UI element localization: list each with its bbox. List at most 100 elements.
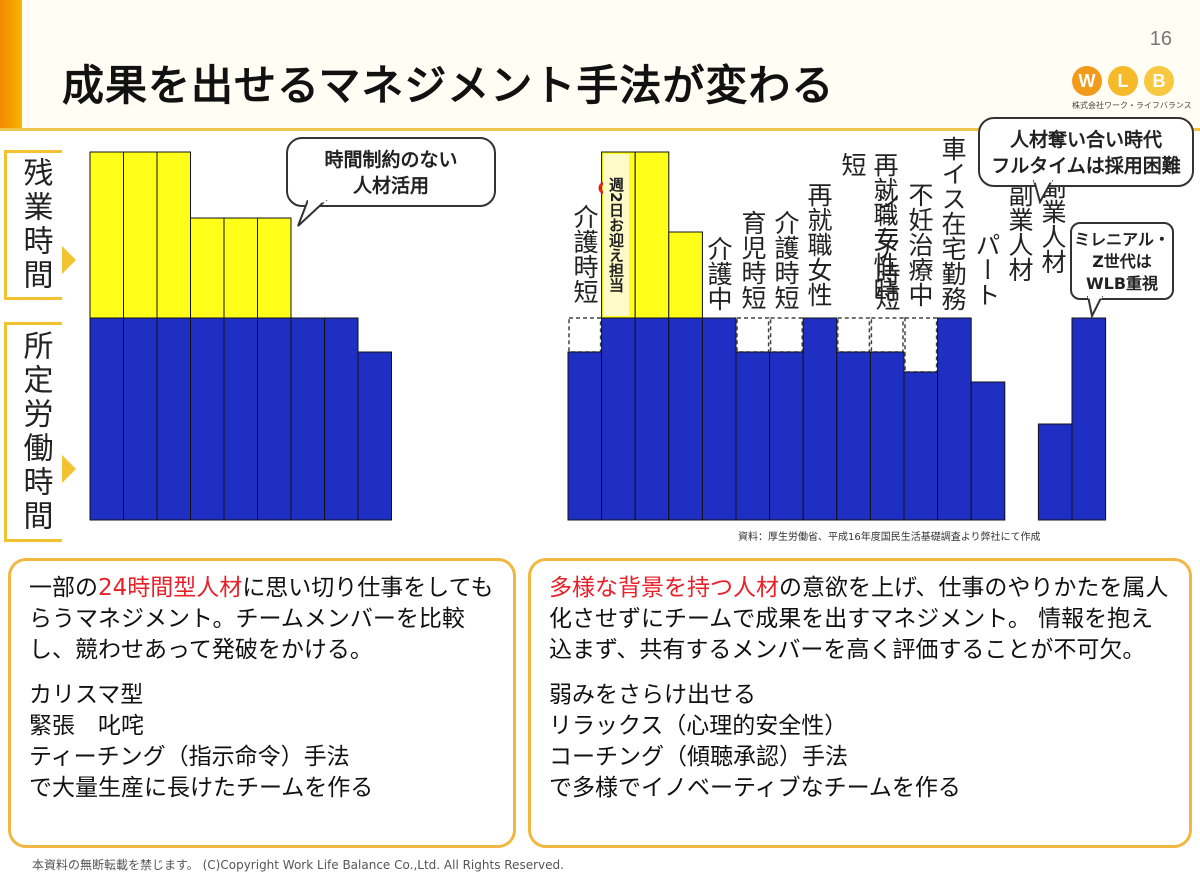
left-regular-bar <box>156 317 191 521</box>
logo-letter: B <box>1144 66 1174 96</box>
overtime-label: 残業時間 <box>4 150 62 300</box>
right-regular-bar <box>701 317 737 521</box>
right-chart <box>567 151 1107 521</box>
reduced-hours-gap <box>568 317 602 353</box>
left-regular-bar <box>123 317 158 521</box>
header-accent-bar <box>0 0 22 128</box>
intro-text: に思い切り仕事をしてもらうマネジメント。チームメンバーを比較し、競わせあって発破… <box>29 575 494 663</box>
right-regular-bar <box>1071 317 1107 521</box>
callout-tail <box>1032 180 1054 204</box>
bar-label-care-shorttime: 介護時短 <box>570 204 599 304</box>
left-overtime-bar <box>223 217 258 319</box>
reduced-hours-gap <box>769 317 803 353</box>
logo-subtitle: 株式会社ワーク・ライフバランス <box>1072 101 1192 110</box>
left-regular-bar <box>257 317 292 521</box>
left-regular-bar <box>324 317 359 521</box>
bar-label-side-job: 副業人材 <box>1005 182 1034 282</box>
diverse-intro: 多様な背景を持つ人材の意欲を上げ、仕事のやりかたを属人化させずにチームで成果を出… <box>549 573 1171 666</box>
right-chart-labels: 介護時短 週2日お迎え担当 介護中 育児時短 介護時短 再就職女性 再就職女性時… <box>568 136 1108 322</box>
traditional-intro: 一部の24時間型人材に思い切り仕事をしてもらうマネジメント。チームメンバーを比較… <box>29 573 495 666</box>
header-divider <box>0 128 1200 131</box>
talent-war-callout: 人材奪い合い時代 フルタイムは採用困難 <box>978 117 1194 187</box>
copyright-footer: 本資料の無断転載を禁じます。 (C)Copyright Work Life Ba… <box>32 858 564 872</box>
callout-line: Z世代は <box>1092 252 1152 271</box>
reduced-hours-gap <box>736 317 770 353</box>
page-number: 16 <box>1149 28 1172 50</box>
left-chart <box>89 151 392 521</box>
point-item: で大量生産に長けたチームを作る <box>29 775 374 801</box>
callout-line: 人材奪い合い時代 <box>1009 129 1162 151</box>
left-overtime-bar <box>89 151 124 319</box>
company-logo: W L B 株式会社ワーク・ライフバランス <box>1072 66 1192 114</box>
bar-label-caregiving: 介護中 <box>704 236 733 311</box>
left-overtime-bar <box>156 151 191 319</box>
intro-highlight: 24時間型人材 <box>98 575 243 601</box>
left-regular-bar <box>290 317 325 521</box>
right-regular-bar <box>903 371 939 521</box>
callout-line: WLB重視 <box>1085 274 1159 293</box>
bar-label-reemployed-short: 再就職女性時短 <box>838 152 899 302</box>
point-item: 弱みをさらけ出せる <box>549 682 756 708</box>
right-overtime-bar <box>634 151 670 319</box>
bar-label-fertility: 不妊治療中 <box>905 182 934 307</box>
bar-label-pickup: 週2日お迎え担当 <box>603 154 629 316</box>
bar-label-care-shorttime-2: 介護時短 <box>771 210 800 310</box>
left-overtime-bar <box>190 217 225 319</box>
point-item: 緊張 叱咤 <box>29 713 144 739</box>
left-overtime-bar <box>257 217 292 319</box>
right-regular-bar <box>970 381 1006 521</box>
callout-line: 時間制約のない <box>324 149 458 171</box>
reduced-hours-gap <box>904 317 938 373</box>
callout-tail <box>297 200 328 227</box>
bar-label-reemployed: 再就職女性 <box>804 182 833 307</box>
data-source-note: 資料：厚生労働省、平成16年度国民生活基礎調査より弊社にて作成 <box>738 532 1041 543</box>
bar-label-wheelchair: 車イス在宅勤務 <box>938 136 967 311</box>
right-regular-bar <box>802 317 838 521</box>
right-overtime-bar <box>668 231 703 319</box>
logo-letter: W <box>1072 66 1102 96</box>
right-regular-bar <box>668 317 703 521</box>
left-regular-bar <box>89 317 124 521</box>
right-regular-bar <box>601 317 636 521</box>
left-chart-callout: 時間制約のない 人材活用 <box>286 137 496 207</box>
bar-label-parttime: パート <box>972 232 1001 307</box>
point-item: ティーチング（指示命令）手法 <box>29 744 350 770</box>
header-background <box>22 0 1200 128</box>
left-regular-bar <box>190 317 225 521</box>
right-regular-bar <box>735 351 771 521</box>
callout-line: フルタイムは採用困難 <box>991 155 1181 177</box>
right-regular-bar <box>769 351 804 521</box>
point-item: コーチング（傾聴承認）手法 <box>549 744 848 770</box>
point-item: で多様でイノベーティブなチームを作る <box>549 775 961 801</box>
logo-letter: L <box>1108 66 1138 96</box>
intro-text: 一部の <box>29 575 98 601</box>
reduced-hours-gap <box>870 317 904 353</box>
reduced-hours-gap <box>837 317 871 353</box>
point-item: リラックス（心理的安全性） <box>549 713 848 739</box>
regular-hours-label: 所定労働時間 <box>4 322 62 542</box>
traditional-management-box: 一部の24時間型人材に思い切り仕事をしてもらうマネジメント。チームメンバーを比較… <box>8 558 516 848</box>
point-item: カリスマ型 <box>29 682 144 708</box>
callout-line: ミレニアル・ <box>1074 230 1170 249</box>
diverse-management-box: 多様な背景を持つ人材の意欲を上げ、仕事のやりかたを属人化させずにチームで成果を出… <box>528 558 1192 848</box>
intro-highlight: 多様な背景を持つ人材 <box>549 575 779 601</box>
right-regular-bar <box>937 317 972 521</box>
right-regular-bar <box>567 351 603 521</box>
right-regular-bar <box>869 351 905 521</box>
overtime-arrow <box>62 246 76 274</box>
bar-label-childcare: 育児時短 <box>738 210 767 310</box>
page-title: 成果を出せるマネジメント手法が変わる <box>62 61 835 110</box>
millennial-callout: ミレニアル・ Z世代は WLB重視 <box>1070 222 1174 300</box>
left-regular-bar <box>357 351 392 521</box>
intro-text: の意欲を上げ、仕事のやりかたを属人化させずにチームで成果を出すマネジメント。 情… <box>549 575 1169 663</box>
left-regular-bar <box>223 317 258 521</box>
regular-hours-arrow <box>62 455 76 483</box>
right-regular-bar <box>1037 423 1073 521</box>
callout-tail <box>1086 296 1104 318</box>
right-regular-bar <box>836 351 871 521</box>
bar-label-senior: シニア時短 <box>872 186 901 311</box>
left-overtime-bar <box>123 151 158 319</box>
right-regular-bar <box>634 317 670 521</box>
callout-line: 人材活用 <box>352 175 429 197</box>
